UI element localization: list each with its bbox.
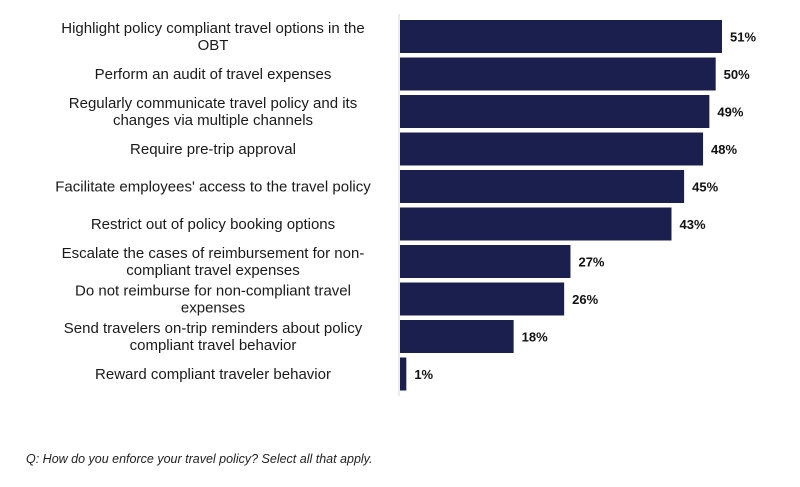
category-label: Do not reimburse for non-compliant trave… bbox=[75, 283, 351, 317]
category-label: Regularly communicate travel policy and … bbox=[69, 95, 357, 129]
bar bbox=[400, 207, 672, 241]
bar-value-label: 50% bbox=[724, 67, 750, 82]
bar-value-label: 26% bbox=[572, 292, 598, 307]
category-label-line: Highlight policy compliant travel option… bbox=[61, 20, 365, 37]
bar bbox=[400, 282, 565, 316]
category-label-line: Escalate the cases of reimbursement for … bbox=[62, 245, 365, 262]
category-label-line: compliant travel expenses bbox=[126, 262, 299, 279]
category-label-line: Restrict out of policy booking options bbox=[91, 216, 335, 233]
category-label-line: Regularly communicate travel policy and … bbox=[69, 95, 357, 112]
category-label-line: OBT bbox=[198, 37, 229, 54]
bar bbox=[400, 245, 571, 278]
bar-value-label: 27% bbox=[578, 255, 604, 270]
bar-value-label: 51% bbox=[730, 30, 756, 45]
bar bbox=[400, 357, 407, 391]
category-label: Perform an audit of travel expenses bbox=[95, 66, 332, 83]
bar-value-label: 49% bbox=[717, 105, 743, 120]
category-label-line: Reward compliant traveler behavior bbox=[95, 366, 331, 383]
bar bbox=[400, 170, 685, 203]
category-label: Restrict out of policy booking options bbox=[91, 216, 335, 233]
category-label: Escalate the cases of reimbursement for … bbox=[62, 245, 365, 279]
bar bbox=[400, 95, 710, 128]
category-label: Facilitate employees' access to the trav… bbox=[55, 179, 371, 196]
category-label: Reward compliant traveler behavior bbox=[95, 366, 331, 383]
bar bbox=[400, 132, 704, 166]
category-label: Send travelers on-trip reminders about p… bbox=[64, 320, 363, 354]
bar bbox=[400, 20, 722, 53]
category-label-line: expenses bbox=[181, 300, 245, 317]
bar bbox=[400, 320, 514, 353]
bar bbox=[400, 57, 716, 91]
category-label: Require pre-trip approval bbox=[130, 141, 296, 158]
bar-value-label: 18% bbox=[522, 330, 548, 345]
category-label-line: changes via multiple channels bbox=[113, 112, 313, 129]
question-footnote: Q: How do you enforce your travel policy… bbox=[26, 452, 373, 466]
bar-value-label: 45% bbox=[692, 180, 718, 195]
category-label-line: Facilitate employees' access to the trav… bbox=[55, 179, 371, 196]
category-label: Highlight policy compliant travel option… bbox=[61, 20, 365, 54]
bar-value-label: 1% bbox=[414, 367, 433, 382]
category-label-line: compliant travel behavior bbox=[130, 337, 297, 354]
bar-value-label: 43% bbox=[679, 217, 705, 232]
category-label-line: Require pre-trip approval bbox=[130, 141, 296, 158]
bar-value-label: 48% bbox=[711, 142, 737, 157]
category-label-line: Do not reimburse for non-compliant trave… bbox=[75, 283, 351, 300]
category-label-line: Send travelers on-trip reminders about p… bbox=[64, 320, 363, 337]
category-label-line: Perform an audit of travel expenses bbox=[95, 66, 332, 83]
